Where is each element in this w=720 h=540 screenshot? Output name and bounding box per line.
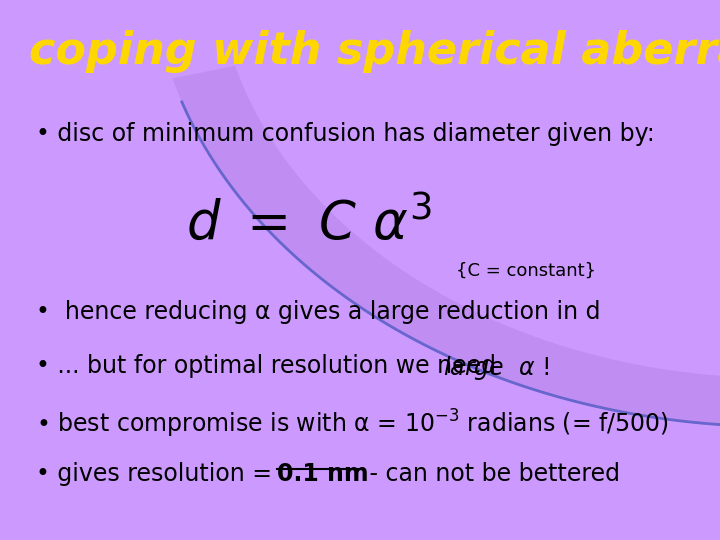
Text: • ... but for optimal resolution we need: • ... but for optimal resolution we need	[36, 354, 503, 377]
Text: 0.1 nm: 0.1 nm	[277, 462, 369, 485]
Text: • disc of minimum confusion has diameter given by:: • disc of minimum confusion has diameter…	[36, 122, 654, 145]
Text: - can not be bettered: - can not be bettered	[362, 462, 620, 485]
Text: • gives resolution =: • gives resolution =	[36, 462, 279, 485]
Text: $d \ = \ C \ \alpha^3$: $d \ = \ C \ \alpha^3$	[186, 197, 433, 249]
Text: •  hence reducing α gives a large reduction in d: • hence reducing α gives a large reducti…	[36, 300, 600, 323]
Text: {C = constant}: {C = constant}	[456, 262, 595, 280]
Text: $\mathit{large}\ \ \alpha\ $!: $\mathit{large}\ \ \alpha\ $!	[443, 354, 549, 382]
Text: • best compromise is with α = $10^{-3}$ radians (= f/500): • best compromise is with α = $10^{-3}$ …	[36, 408, 669, 440]
Polygon shape	[173, 66, 720, 427]
Text: coping with spherical aberration: coping with spherical aberration	[29, 30, 720, 73]
